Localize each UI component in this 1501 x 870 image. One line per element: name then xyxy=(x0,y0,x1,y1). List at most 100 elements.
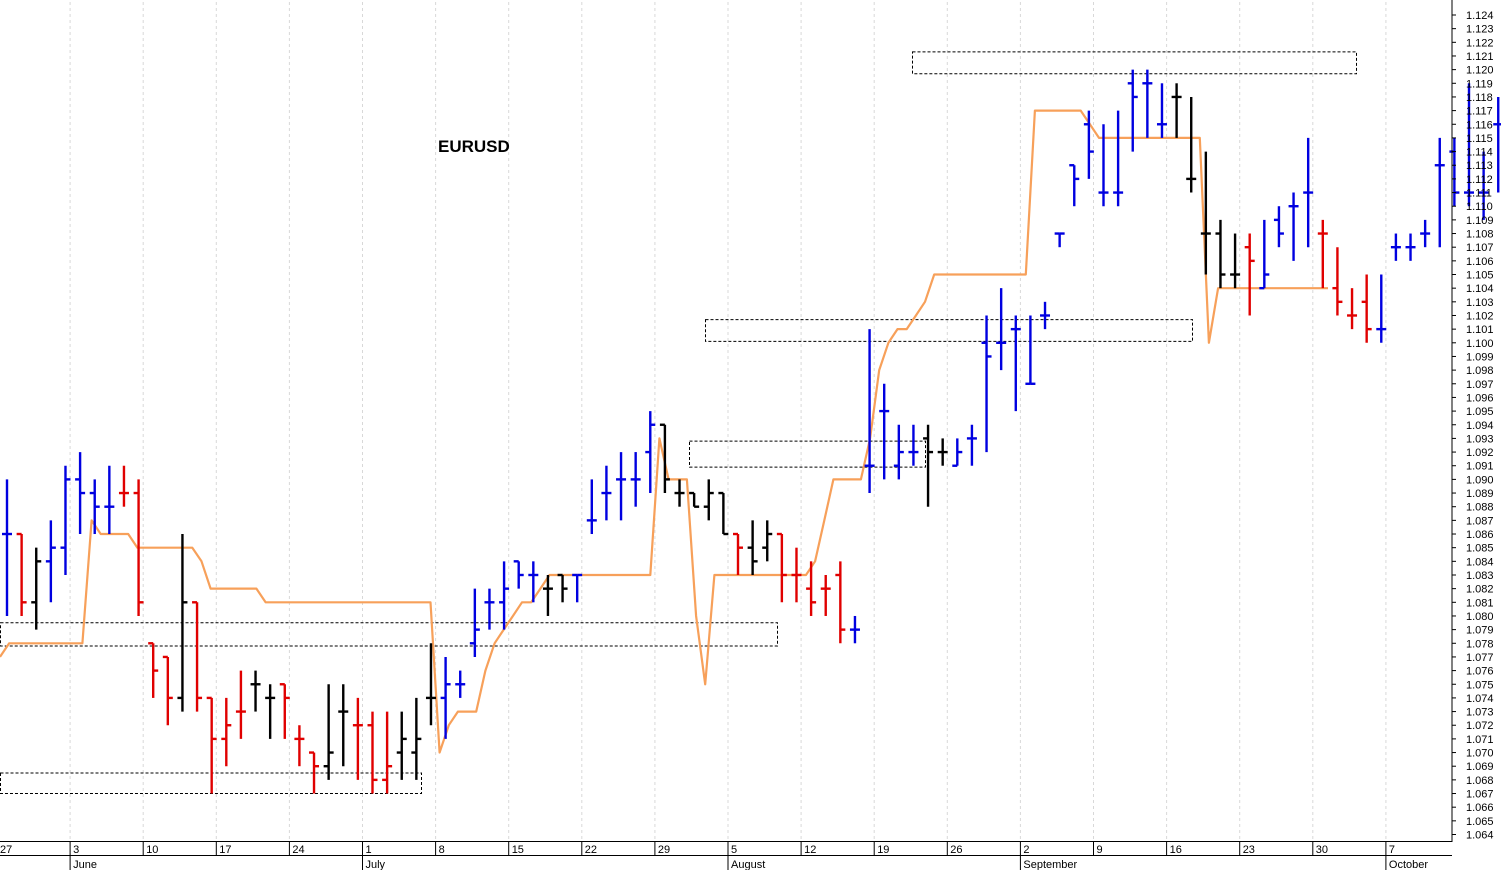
ohlc-bar xyxy=(1025,315,1036,385)
ohlc-bar xyxy=(440,656,451,739)
y-tick-label: 1.117 xyxy=(1466,106,1493,118)
ohlc-bar xyxy=(1420,219,1431,248)
ohlc-bar xyxy=(148,642,159,698)
y-tick-label: 1.074 xyxy=(1466,693,1494,705)
y-tick-label: 1.107 xyxy=(1466,242,1494,254)
ohlc-bar xyxy=(162,655,173,726)
ohlc-bar xyxy=(1054,232,1065,248)
ohlc-bar xyxy=(1464,83,1474,207)
ohlc-bar xyxy=(718,491,729,536)
ohlc-bar xyxy=(586,479,597,535)
ohlc-bar xyxy=(192,601,203,712)
x-tick-label: 7 xyxy=(1389,844,1395,856)
x-tick-label: 22 xyxy=(585,844,597,856)
y-tick-label: 1.095 xyxy=(1466,406,1494,418)
ohlc-bar xyxy=(133,479,144,616)
x-tick-label: 9 xyxy=(1097,844,1103,856)
ohlc-bar xyxy=(1273,206,1284,248)
y-tick-label: 1.088 xyxy=(1466,502,1494,514)
x-tick-label: 5 xyxy=(731,844,737,856)
y-tick-label: 1.069 xyxy=(1466,761,1494,773)
y-tick-label: 1.089 xyxy=(1466,488,1494,500)
grid-layer xyxy=(69,2,1387,840)
ohlc-bar xyxy=(893,424,904,480)
y-tick-label: 1.072 xyxy=(1466,720,1494,732)
y-tick-label: 1.065 xyxy=(1466,816,1494,828)
dashed-zone xyxy=(0,622,778,647)
y-tick-label: 1.066 xyxy=(1466,802,1494,814)
y-tick-label: 1.098 xyxy=(1466,365,1494,377)
ohlc-bar xyxy=(996,288,1007,371)
ohlc-bar xyxy=(1010,315,1021,412)
ohlc-bar xyxy=(1259,219,1270,290)
ohlc-bar xyxy=(864,329,875,494)
month-label: June xyxy=(73,859,97,870)
ohlc-bar xyxy=(1230,233,1241,289)
ohlc-bar xyxy=(1317,219,1328,289)
ohlc-bar xyxy=(1171,83,1182,138)
ohlc-bar xyxy=(1200,151,1211,275)
ohlc-bar xyxy=(250,670,261,712)
ohlc-bar xyxy=(791,547,802,603)
y-tick-label: 1.121 xyxy=(1466,51,1494,63)
ohlc-bar xyxy=(499,561,510,630)
y-tick-label: 1.115 xyxy=(1466,133,1493,145)
y-tick-label: 1.110 xyxy=(1466,201,1493,213)
ohlc-bar xyxy=(923,424,934,507)
ohlc-bar xyxy=(60,465,71,575)
x-tick-label: 23 xyxy=(1243,844,1255,856)
ohlc-bar xyxy=(1390,233,1401,261)
y-tick-label: 1.123 xyxy=(1466,24,1494,36)
y-tick-label: 1.111 xyxy=(1466,188,1492,200)
y-tick-label: 1.105 xyxy=(1466,270,1494,282)
ohlc-bar xyxy=(104,465,115,535)
ohlc-bar xyxy=(1244,233,1255,316)
ohlc-bar xyxy=(849,615,860,644)
y-tick-label: 1.086 xyxy=(1466,529,1494,541)
y-tick-label: 1.075 xyxy=(1466,679,1494,691)
y-tick-label: 1.103 xyxy=(1466,297,1494,309)
y-tick-label: 1.122 xyxy=(1466,37,1494,49)
x-tick-label: 27 xyxy=(0,844,12,856)
y-tick-label: 1.113 xyxy=(1466,160,1493,172)
ohlc-bar xyxy=(981,315,992,453)
ohlc-bar xyxy=(1376,274,1387,343)
ohlc-bar xyxy=(221,697,232,767)
ohlc-bar xyxy=(601,465,612,521)
ohlc-bar xyxy=(206,696,217,794)
y-tick-label: 1.073 xyxy=(1466,707,1494,719)
ohlc-bar xyxy=(806,561,817,616)
support-resistance-zones xyxy=(0,51,1357,795)
ohlc-bar xyxy=(279,683,290,739)
dashed-zone xyxy=(912,51,1357,75)
ohlc-bar xyxy=(338,684,349,767)
dashed-zone xyxy=(689,440,926,468)
ohlc-bar xyxy=(1127,69,1138,152)
y-tick-label: 1.096 xyxy=(1466,392,1494,404)
ohlc-bar xyxy=(616,452,627,521)
y-tick-label: 1.079 xyxy=(1466,625,1494,637)
ohlc-bar xyxy=(1288,192,1299,261)
ohlc-bar xyxy=(235,670,246,739)
ohlc-bar xyxy=(733,532,743,575)
y-tick-label: 1.082 xyxy=(1466,584,1494,596)
ohlc-bar xyxy=(952,438,963,467)
y-tick-label: 1.085 xyxy=(1466,543,1494,555)
y-tick-label: 1.109 xyxy=(1466,215,1494,227)
ohlc-bar xyxy=(879,383,890,480)
ohlc-bar xyxy=(1332,247,1343,316)
x-tick-label: 12 xyxy=(804,844,816,856)
x-tick-label: 29 xyxy=(658,844,670,856)
ohlc-bar xyxy=(177,534,188,712)
ohlc-bar xyxy=(1098,124,1109,207)
ohlc-bar xyxy=(411,697,422,780)
y-tick-label: 1.091 xyxy=(1466,461,1494,473)
y-tick-label: 1.124 xyxy=(1466,10,1494,22)
ohlc-bar xyxy=(762,520,773,562)
y-tick-label: 1.083 xyxy=(1466,570,1494,582)
ohlc-bars-layer xyxy=(2,69,1501,794)
ohlc-bar xyxy=(323,684,334,780)
x-tick-label: 3 xyxy=(73,844,79,856)
x-tick-label: 10 xyxy=(146,844,158,856)
